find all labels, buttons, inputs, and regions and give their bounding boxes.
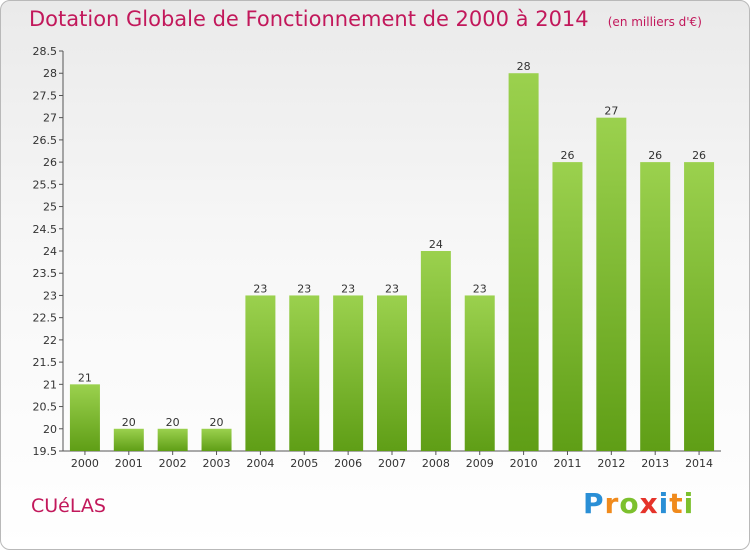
y-tick-label: 28 [43,67,57,80]
bar-2007 [377,295,407,451]
logo-letter: t [669,487,684,520]
bar-value-label: 26 [648,149,662,162]
x-tick-label: 2012 [597,457,625,470]
title-row: Dotation Globale de Fonctionnement de 20… [29,7,702,31]
logo-letter: o [619,487,640,520]
bar-value-label: 23 [253,282,267,295]
commune-name: CUéLAS [31,495,106,517]
y-tick-label: 22 [43,334,57,347]
y-tick-label: 23.5 [33,267,58,280]
y-axis: 19.5 20 20.5 21 21.5 22 22.5 23 23.5 24 24.5 25 25.5… [33,45,64,458]
y-tick-label: 21.5 [33,356,58,369]
y-tick-label: 24 [43,245,57,258]
bar-value-label: 24 [429,238,443,251]
bars: 21 20 20 20 23 23 23 23 24 23 28 26 27 26 26 [69,60,715,452]
logo-letter: P [583,487,605,520]
bar-value-label: 20 [122,416,136,429]
y-tick-label: 20 [43,423,57,436]
y-tick-label: 19.5 [33,445,58,458]
bar-2011 [552,162,583,451]
bar-2004 [245,295,276,451]
bar-2005 [289,295,320,451]
bar-value-label: 23 [385,282,399,295]
x-tick-label: 2014 [685,457,713,470]
x-tick-label: 2004 [246,457,274,470]
bar-2003 [201,428,232,451]
x-tick-label: 2000 [71,457,99,470]
bar-2006 [333,295,364,451]
y-tick-label: 21 [43,378,57,391]
y-tick-label: 27.5 [33,89,58,102]
y-tick-label: 26 [43,156,57,169]
logo-letter: i [683,487,695,520]
bar-value-label: 23 [473,282,487,295]
x-tick-label: 2002 [159,457,187,470]
bar-value-label: 20 [210,416,224,429]
x-tick-label: 2005 [290,457,318,470]
logo-letter: x [639,487,659,520]
x-tick-label: 2013 [641,457,669,470]
proxiti-logo: Proxiti [583,487,694,520]
y-tick-label: 25 [43,201,57,214]
x-tick-label: 2006 [334,457,362,470]
bar-value-label: 21 [78,371,92,384]
y-tick-label: 22.5 [33,312,58,325]
x-tick-label: 2010 [510,457,538,470]
y-tick-label: 28.5 [33,45,58,58]
bar-2000 [69,384,100,451]
bar-value-label: 28 [517,60,531,73]
bar-value-label: 23 [341,282,355,295]
bar-2012 [596,117,627,452]
y-tick-label: 26.5 [33,134,58,147]
y-tick-label: 27 [43,112,57,125]
x-tick-label: 2008 [422,457,450,470]
y-tick-label: 25.5 [33,178,58,191]
x-tick-label: 2001 [115,457,143,470]
bar-value-label: 26 [692,149,706,162]
x-axis: 2000 2001 2002 2003 2004 2005 2006 2007 2008 2009… [63,450,721,470]
bar-2014 [684,162,715,451]
y-tick-label: 24.5 [33,223,58,236]
y-tick-label: 23 [43,289,57,302]
logo-letter: i [658,487,670,520]
x-tick-label: 2007 [378,457,406,470]
bar-2008 [420,251,451,451]
logo-letter: r [604,487,620,520]
bar-2010 [508,73,539,451]
bar-2009 [464,295,495,451]
x-tick-label: 2009 [466,457,494,470]
bar-value-label: 23 [297,282,311,295]
bar-2002 [157,428,188,451]
bar-value-label: 20 [166,416,180,429]
chart-subtitle: (en milliers d'€) [607,15,702,29]
x-tick-label: 2003 [203,457,231,470]
bar-value-label: 27 [604,105,618,118]
bar-2013 [640,162,671,451]
chart-title: Dotation Globale de Fonctionnement de 20… [29,7,589,31]
x-tick-label: 2011 [553,457,581,470]
bar-value-label: 26 [560,149,574,162]
y-tick-label: 20.5 [33,401,58,414]
bar-2001 [113,428,144,451]
